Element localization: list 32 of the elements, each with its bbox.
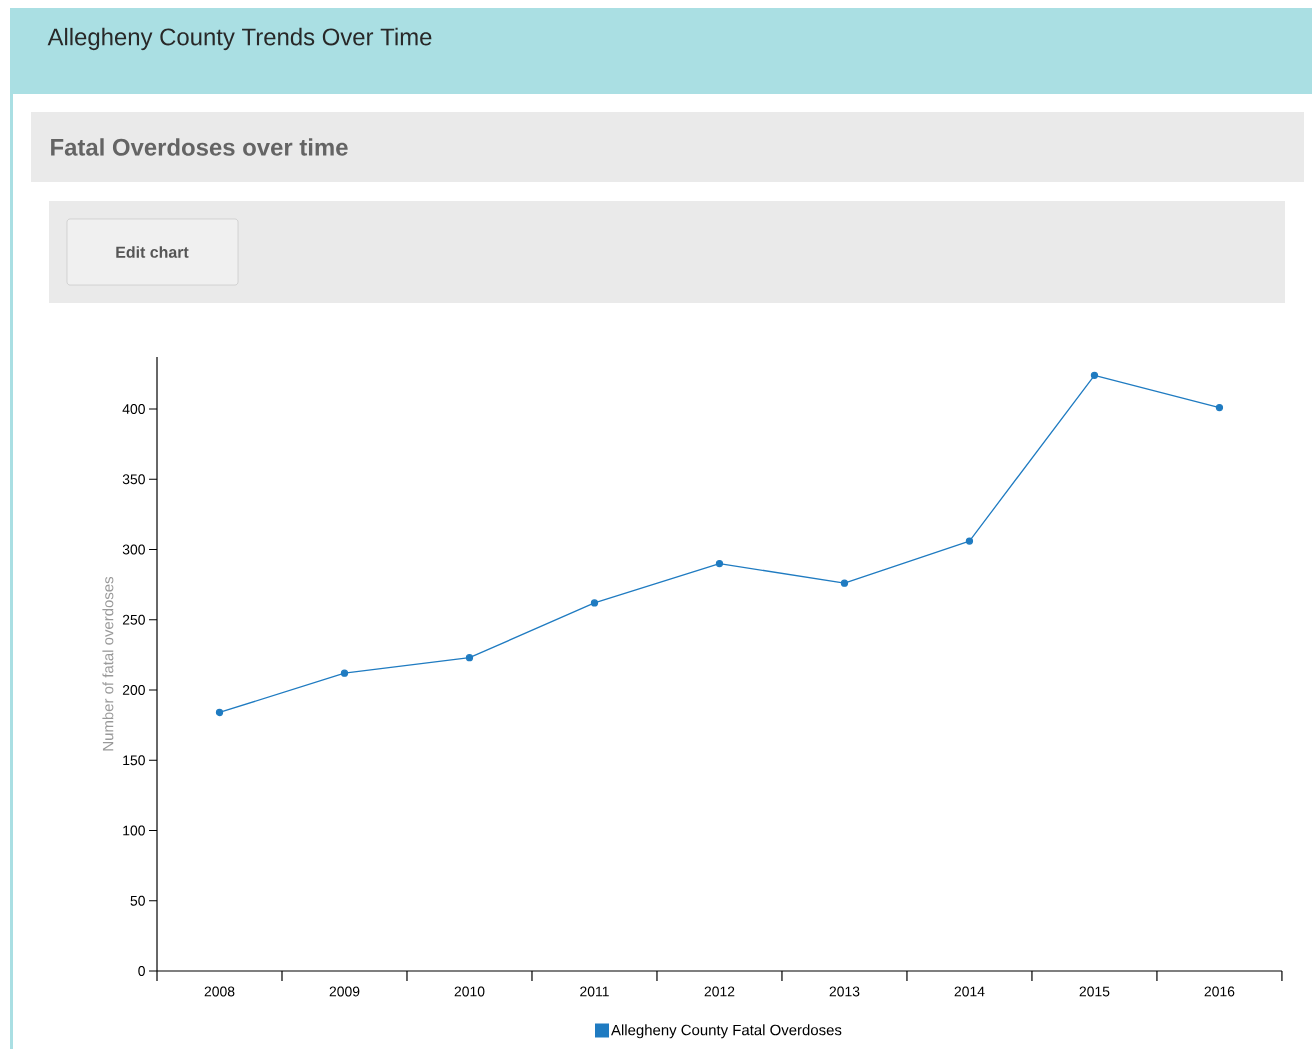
x-tick-label: 2014 bbox=[954, 986, 985, 997]
x-tick-label: 2011 bbox=[580, 986, 609, 997]
y-tick-label: 100 bbox=[123, 825, 145, 836]
point bbox=[840, 579, 849, 587]
y-tick-label: 400 bbox=[122, 404, 145, 414]
point bbox=[965, 537, 974, 545]
x-tick-label: 2016 bbox=[1204, 986, 1235, 997]
y-tick-label: 50 bbox=[130, 895, 145, 906]
point bbox=[590, 599, 599, 607]
point bbox=[715, 559, 724, 568]
legend-label: Allegheny County Fatal Overdoses bbox=[611, 1024, 842, 1039]
y-tick-label: 350 bbox=[122, 474, 145, 485]
y-tick-label: 300 bbox=[122, 544, 145, 555]
y-tick-label: 150 bbox=[123, 755, 145, 766]
y-axis-title: Number of fatal overdoses bbox=[102, 576, 114, 751]
x-tick-label: 2009 bbox=[329, 986, 360, 997]
point bbox=[340, 669, 349, 677]
x-tick-label: 2010 bbox=[454, 986, 485, 997]
x-tick-label: 2012 bbox=[704, 986, 735, 997]
x-tick-label: 2015 bbox=[1079, 986, 1110, 997]
y-tick-label: 0 bbox=[138, 966, 145, 976]
point bbox=[215, 708, 224, 717]
y-tick-label: 200 bbox=[122, 685, 145, 695]
x-tick-label: 2013 bbox=[829, 986, 860, 997]
point bbox=[465, 654, 474, 662]
point bbox=[1090, 371, 1099, 379]
chart-subtitle: Fatal Overdoses over time bbox=[51, 138, 348, 156]
text: Edit chart bbox=[116, 246, 189, 258]
x-tick-label: 2008 bbox=[204, 986, 235, 997]
point bbox=[1215, 403, 1224, 412]
y-tick-label: 250 bbox=[122, 614, 145, 625]
chart-title: Allegheny County Trends Over Time bbox=[47, 27, 432, 51]
